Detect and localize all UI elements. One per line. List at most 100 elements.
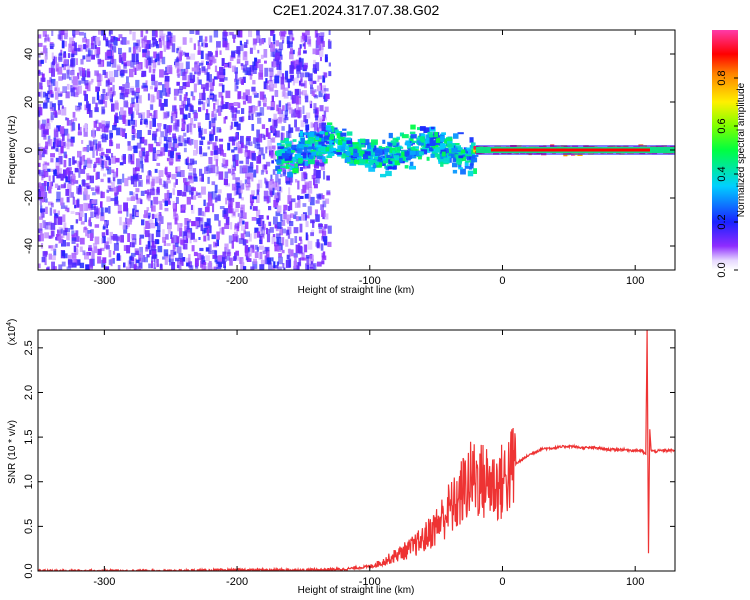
heatmap-cell xyxy=(57,216,63,225)
heatmap-cell xyxy=(71,237,77,241)
snr-y-tick-label: 2.5 xyxy=(23,340,35,355)
heatmap-cell xyxy=(144,210,149,219)
heatmap-cell xyxy=(473,168,477,174)
heatmap-cell xyxy=(82,68,86,77)
heatmap-cell xyxy=(188,261,193,268)
heatmap-cell xyxy=(298,216,302,221)
heatmap-cell xyxy=(419,126,426,131)
heatmap-cell xyxy=(114,196,119,205)
heatmap-cell xyxy=(190,186,195,195)
heatmap-cell xyxy=(234,82,238,92)
heatmap-cell xyxy=(306,36,311,45)
heatmap-cell xyxy=(266,80,269,84)
heatmap-cell xyxy=(293,260,297,268)
heatmap-cell xyxy=(126,60,131,67)
heatmap-cell xyxy=(241,96,245,100)
snr-y-multiplier-close: ) xyxy=(7,319,18,322)
heatmap-cell xyxy=(290,75,294,82)
heatmap-cell xyxy=(89,258,94,268)
heatmap-cell xyxy=(266,85,271,90)
heatmap-cell xyxy=(277,107,282,115)
heatmap-cell xyxy=(304,95,309,103)
heatmap-cell xyxy=(68,171,74,175)
heatmap-cell xyxy=(71,252,77,259)
heatmap-cell xyxy=(274,75,280,84)
heatmap-cell xyxy=(113,69,119,78)
heatmap-cell xyxy=(240,63,244,67)
heatmap-cell xyxy=(286,78,292,83)
heatmap-cell xyxy=(256,194,260,203)
heatmap-cell xyxy=(252,261,258,269)
heatmap-cell xyxy=(227,251,232,257)
heatmap-cell xyxy=(136,60,139,64)
heatmap-cell xyxy=(287,102,291,106)
heatmap-cell xyxy=(251,86,256,92)
heatmap-cell xyxy=(136,172,140,181)
heatmap-cell xyxy=(108,71,114,80)
heatmap-cell xyxy=(240,135,244,145)
heatmap-cell xyxy=(39,170,44,177)
heatmap-cell xyxy=(204,221,207,227)
heatmap-cell xyxy=(143,226,146,235)
heatmap-cell xyxy=(330,133,335,140)
heatmap-cell xyxy=(111,153,114,158)
heatmap-cell xyxy=(214,197,218,203)
heatmap-cell xyxy=(135,187,140,193)
heatmap-cell xyxy=(93,203,96,209)
heatmap-cell xyxy=(215,263,219,267)
heatmap-cell xyxy=(282,150,288,156)
heatmap-cell xyxy=(240,204,245,213)
heatmap-cell xyxy=(237,77,242,81)
heatmap-cell xyxy=(59,52,63,56)
heatmap-cell xyxy=(303,41,306,50)
heatmap-cell xyxy=(209,89,213,95)
heatmap-cell xyxy=(44,256,47,266)
heatmap-cell xyxy=(64,205,68,209)
heatmap-cell xyxy=(173,138,178,143)
heatmap-cell xyxy=(231,183,237,191)
heatmap-cell xyxy=(236,30,241,37)
heatmap-cell xyxy=(55,165,60,175)
heatmap-cell xyxy=(248,233,252,242)
heatmap-cell xyxy=(409,151,416,155)
heatmap-cell xyxy=(359,138,366,144)
heatmap-cell xyxy=(278,253,282,258)
heatmap-cell xyxy=(403,157,409,163)
heatmap-cell xyxy=(169,151,175,159)
heatmap-cell xyxy=(296,153,301,160)
heatmap-cell xyxy=(410,134,417,139)
heatmap-cell xyxy=(471,157,478,163)
heatmap-cell xyxy=(145,212,151,218)
heatmap-cell xyxy=(109,130,113,139)
heatmap-cell xyxy=(203,212,206,217)
heatmap-cell xyxy=(328,148,333,152)
heatmap-cell xyxy=(75,247,78,255)
heatmap-cell xyxy=(191,195,197,200)
heatmap-cell xyxy=(264,177,267,184)
heatmap-cell xyxy=(79,262,85,269)
heatmap-cell xyxy=(235,250,239,256)
heatmap-cell xyxy=(222,104,228,109)
heatmap-cell xyxy=(147,241,151,248)
heatmap-cell xyxy=(434,131,438,138)
heatmap-cell xyxy=(41,198,45,203)
heatmap-cell xyxy=(224,265,226,270)
heatmap-cell xyxy=(205,255,210,261)
heatmap-cell xyxy=(289,51,294,60)
heatmap-cell xyxy=(305,255,311,259)
heatmap-cell xyxy=(38,120,41,129)
heatmap-cell xyxy=(250,248,255,253)
heatmap-cell xyxy=(227,61,232,69)
heatmap-cell xyxy=(386,154,391,158)
heatmap-cell xyxy=(138,253,141,262)
heatmap-cell xyxy=(166,139,169,149)
heatmap-cell xyxy=(390,140,397,146)
heatmap-cell xyxy=(223,178,228,186)
heatmap-cell xyxy=(135,266,138,270)
heatmap-cell xyxy=(260,133,265,139)
heatmap-cell xyxy=(394,159,401,166)
heatmap-cell xyxy=(490,148,650,152)
heatmap-cell xyxy=(379,150,383,156)
heatmap-cell xyxy=(161,56,166,65)
heatmap-cell xyxy=(92,149,95,158)
